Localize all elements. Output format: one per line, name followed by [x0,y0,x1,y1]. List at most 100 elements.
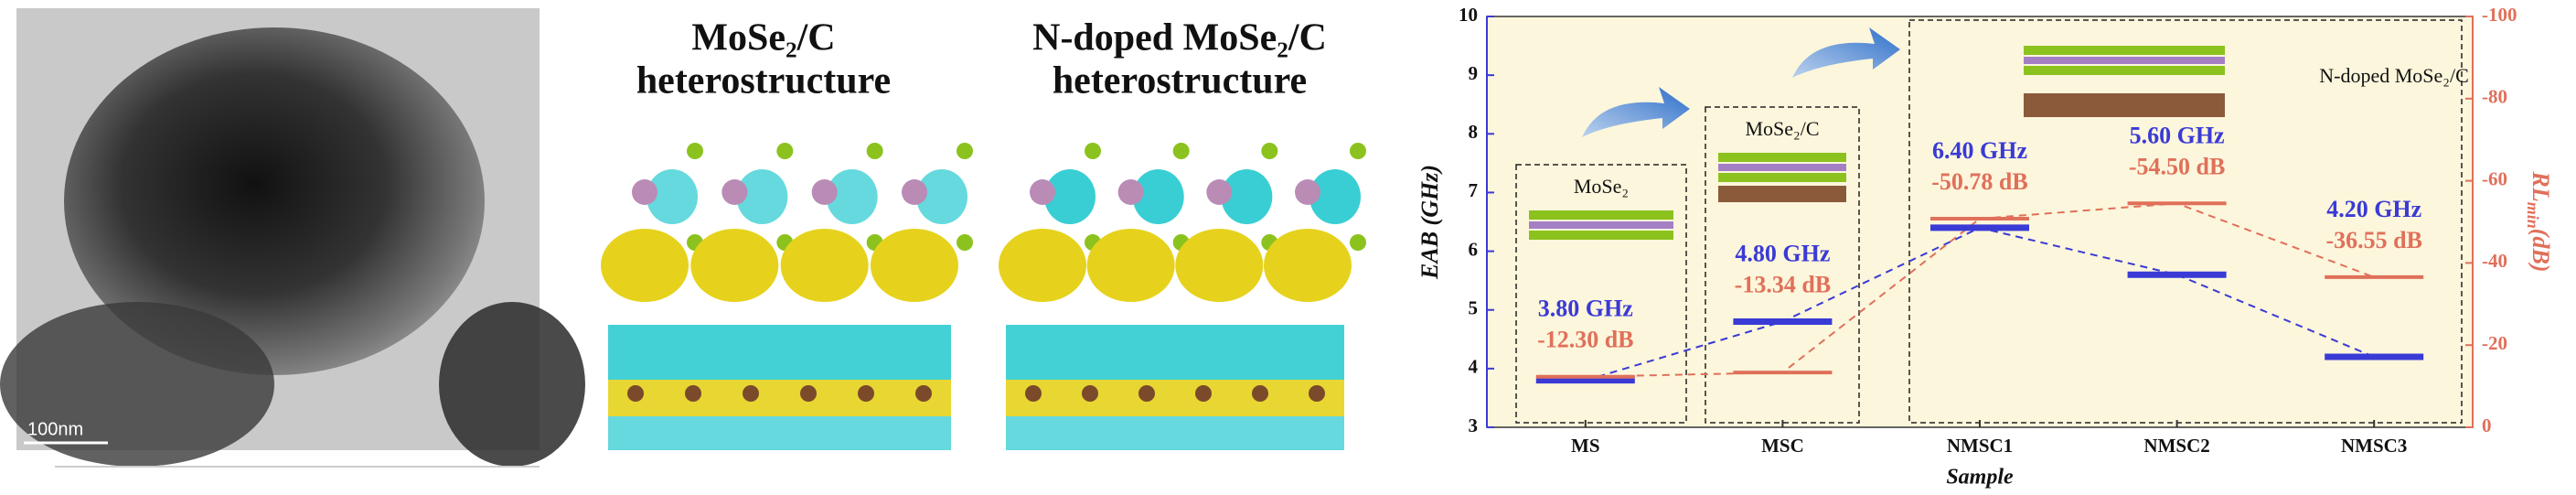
charge-lobe [916,169,967,224]
atom-c [1195,385,1212,402]
charge-band [1006,325,1344,380]
atom-c [685,385,701,402]
panel-subtitle: heterostructure [636,60,891,102]
atom-c [1252,385,1268,402]
value-label: 3.80 GHz [1538,296,1633,322]
atom-c [1025,385,1042,402]
atom-c [800,385,817,402]
charge-lobe [1132,169,1184,224]
y2-tick-label: -20 [2482,332,2507,354]
atom-mo [1117,179,1144,205]
charge-lobe [690,229,779,302]
y2-tick-label: -80 [2482,86,2507,108]
atom-mo [1206,179,1233,205]
y2-tick-label: 0 [2482,414,2492,436]
atom-se [866,143,883,159]
x-tick-label: MS [1571,435,1600,457]
y-axis-label: EAB (GHz) [1416,165,1443,280]
charge-band [608,416,951,450]
structure-se [1529,231,1673,240]
panel-subtitle: heterostructure [1053,60,1307,102]
structure-se [1718,173,1846,182]
charge-lobe [826,169,878,224]
dft-panels: MoSe₂/C heterostructure N-doped MoSe₂/C … [601,17,1366,450]
tem-particle [439,302,585,467]
atom-se [1350,234,1366,251]
inset-label: N-doped MoSe₂/C [2319,64,2469,87]
inset-label: MoSe₂/C [1745,117,1819,140]
atom-mo [902,179,927,205]
charge-band [608,380,951,416]
tem-particle [0,302,274,467]
atom-mo [721,179,748,205]
charge-lobe [1175,229,1264,302]
tem-particle [64,27,485,375]
value-label: -12.30 dB [1537,327,1633,353]
atom-se [1085,143,1101,159]
structure-mo [1718,164,1846,171]
structure-se [1529,210,1673,220]
charge-lobe [999,229,1086,302]
inset-box [1908,19,2463,424]
charge-lobe [647,169,698,224]
atom-se [776,143,794,159]
structure-se [1718,153,1846,162]
value-label: 4.80 GHz [1735,241,1830,267]
y-tick-label: 4 [1469,356,1479,378]
charge-lobe [601,229,689,302]
atom-c [1082,385,1098,402]
trend-arrow [1582,87,1690,137]
charge-lobe [1264,229,1352,302]
charge-lobe [780,229,869,302]
y2-tick-label: -100 [2482,4,2517,26]
charge-lobe [1044,169,1096,224]
x-tick-label: MSC [1761,435,1804,457]
charge-lobe [1221,169,1273,224]
y-tick-label: 10 [1459,4,1478,26]
tem-panel: 100nm [0,8,585,468]
atom-se [957,143,973,159]
x-tick-label: NMSC3 [2341,435,2407,457]
charge-lobe [1309,169,1361,224]
structure-mo [2024,57,2225,64]
x-tick-label: NMSC1 [1947,435,2013,457]
trend-arrow [1792,27,1900,78]
y2-tick-label: -60 [2482,167,2507,189]
y-tick-label: 8 [1469,121,1479,143]
value-label: 5.60 GHz [2130,122,2225,148]
atom-se [957,234,973,251]
trend-line [1585,202,2375,378]
value-label: -50.78 dB [1931,168,2027,195]
panel-title: N-doped MoSe₂/C [1032,17,1327,59]
y-tick-label: 7 [1469,179,1479,201]
atom-c [743,385,759,402]
y2-axis-label-part: RL [2528,171,2554,202]
atom-c [627,385,644,402]
atom-mo [1295,179,1320,205]
atom-se [1172,143,1190,159]
chart: MoSe₂ MoSe₂/C N-doped MoSe₂/C 3 4 5 6 7 8 9 10 0 -20… [1416,4,2554,490]
structure-carbon [2024,93,2225,117]
atom-se [1350,143,1366,159]
value-label: 4.20 GHz [2326,196,2421,222]
atom-mo [632,179,657,205]
charge-lobe [736,169,788,224]
value-label: -54.50 dB [2129,153,2225,179]
x-axis-label: Sample [1946,466,2014,490]
charge-band [608,325,951,380]
structure-carbon [1718,186,1846,202]
structure-se [2024,66,2225,75]
charge-band [1006,380,1344,416]
x-tick-label: NMSC2 [2143,435,2209,457]
value-label: -36.55 dB [2325,227,2421,253]
panel-title: MoSe₂/C [691,17,835,59]
charge-band [1006,416,1344,450]
atom-c [1309,385,1325,402]
inset-label: MoSe₂ [1574,175,1629,198]
value-label: 6.40 GHz [1932,137,2027,164]
atom-c [1138,385,1155,402]
y2-axis-label-part: (dB) [2528,229,2554,273]
scale-bar-label: 100nm [27,419,83,439]
y-tick-label: 6 [1469,238,1479,260]
inset-box [1515,164,1687,424]
